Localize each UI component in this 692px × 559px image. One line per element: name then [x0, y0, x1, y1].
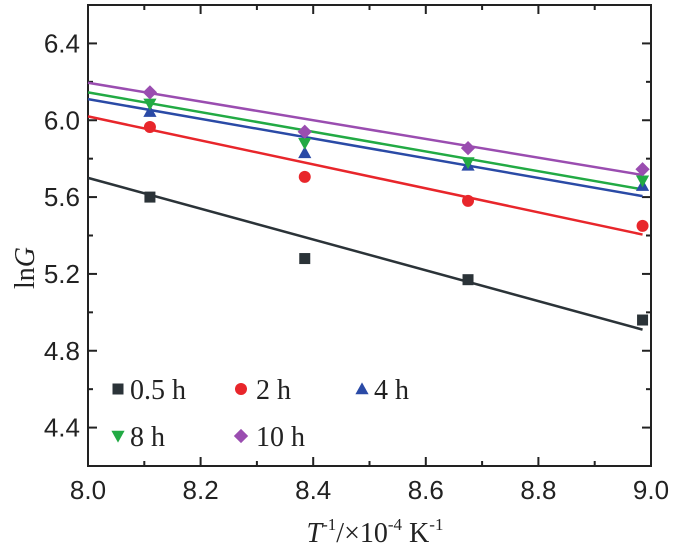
x-tick-label: 8.2: [183, 475, 219, 505]
legend-label-2: 4 h: [374, 375, 409, 406]
x-tick-label: 8.0: [70, 475, 106, 505]
x-axis-title-sup3: -1: [429, 515, 443, 534]
y-tick-label: 5.2: [44, 259, 80, 289]
fit-lines: [87, 81, 643, 331]
fit-line-2: [87, 97, 643, 198]
x-tick-label: 8.4: [295, 475, 331, 505]
legend-label-4: 10 h: [256, 422, 305, 453]
y-axis-title: lnG: [10, 247, 41, 289]
fit-line-1: [87, 115, 643, 236]
data-point-2-1: [298, 146, 312, 159]
data-point-1-0: [143, 120, 156, 133]
y-axis-title-variable: G: [10, 247, 41, 267]
data-point-3-3: [635, 175, 650, 188]
legend-marker-1: [235, 383, 247, 395]
legend-marker-2: [355, 382, 369, 395]
data-point-3-0: [143, 98, 157, 111]
legend-marker-3: [111, 430, 125, 443]
data-point-4-3: [635, 162, 650, 177]
legend-label-1: 2 h: [256, 375, 291, 406]
data-point-1-2: [462, 194, 475, 207]
data-point-4-1: [297, 124, 312, 139]
fit-line-0: [87, 176, 643, 331]
x-axis-title-scale: /×10: [336, 518, 388, 549]
x-axis-title-variable: T: [307, 518, 325, 549]
y-axis-title-prefix: ln: [10, 267, 41, 289]
x-tick-label: 8.8: [520, 475, 556, 505]
legend: 0.5 h 2 h 4 h 8 h 10 h: [111, 375, 409, 453]
data-point-3-2: [461, 157, 475, 170]
x-axis-title-sup1: -1: [322, 515, 336, 534]
x-tick-label: 9.0: [633, 475, 669, 505]
data-point-0-3: [637, 314, 649, 326]
y-tick-label: 5.6: [44, 182, 80, 212]
markers: [142, 85, 650, 326]
x-axis-title-unit: K: [402, 518, 429, 549]
x-tick-label: 8.6: [408, 475, 444, 505]
x-axis-title: T-1/×10-4 K-1: [307, 515, 444, 549]
fit-line-3: [87, 91, 643, 191]
y-tick-label: 6.0: [44, 105, 80, 135]
ticks: 8.0 8.2 8.4 8.6 8.8 9.0 4.4 4.8 5.2 5.6 6.0 6.4: [44, 4, 669, 505]
fit-line-4: [87, 81, 643, 177]
legend-marker-4: [233, 428, 249, 444]
data-point-0-0: [144, 191, 156, 203]
legend-label-3: 8 h: [130, 422, 165, 453]
y-tick-label: 6.4: [44, 28, 80, 58]
data-point-1-1: [298, 170, 311, 183]
y-tick-label: 4.8: [44, 336, 80, 366]
legend-marker-0: [112, 383, 124, 395]
data-point-4-0: [142, 85, 158, 100]
data-point-4-2: [460, 140, 476, 156]
data-point-1-3: [636, 219, 649, 232]
data-point-0-1: [299, 253, 311, 265]
data-point-3-1: [298, 138, 312, 150]
data-point-0-2: [462, 274, 474, 286]
legend-label-0: 0.5 h: [130, 375, 186, 406]
x-axis-title-sup2: -4: [388, 515, 403, 534]
y-tick-label: 4.4: [44, 413, 80, 443]
data-point-2-0: [143, 105, 157, 117]
